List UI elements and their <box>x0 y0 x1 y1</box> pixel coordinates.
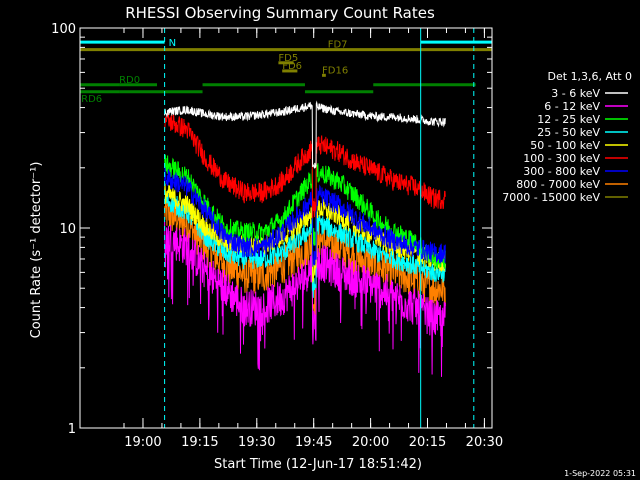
x-tick-label: 19:00 <box>124 435 161 450</box>
series-line <box>164 167 446 267</box>
state-line-label: RD6 <box>81 94 102 105</box>
legend-title: Det 1,3,6, Att 0 <box>548 70 632 83</box>
x-tick-label: 19:45 <box>295 435 332 450</box>
x-tick-label: 19:30 <box>238 435 275 450</box>
x-axis-label: Start Time (12-Jun-17 18:51:42) <box>214 457 422 472</box>
legend-label: 25 - 50 keV <box>537 126 600 139</box>
axes-frame <box>79 27 493 429</box>
x-tick-label: 20:30 <box>466 435 503 450</box>
y-tick-label: 10 <box>59 222 76 237</box>
state-line-label: FD5 <box>278 53 298 64</box>
x-tick-label: 20:15 <box>409 435 446 450</box>
legend-label: 800 - 7000 keV <box>516 178 600 191</box>
state-line-label: FD16 <box>322 65 348 76</box>
series-line <box>164 221 446 377</box>
series-line <box>164 183 446 284</box>
y-tick-label: 1 <box>68 422 76 437</box>
legend-label: 7000 - 15000 keV <box>502 191 600 204</box>
y-tick-label: 100 <box>51 22 76 37</box>
chart-title: RHESSI Observing Summary Count Rates <box>125 4 435 22</box>
x-tick-label: 19:15 <box>181 435 218 450</box>
axes: 1 10 100 19:00 19:15 19:30 19:45 20:00 20:15 20:3… <box>51 22 503 450</box>
series-line <box>164 100 446 169</box>
legend-label: 100 - 300 keV <box>523 152 600 165</box>
legend-label: 50 - 100 keV <box>530 139 600 152</box>
x-tick-label: 20:00 <box>352 435 389 450</box>
series-line <box>164 111 446 219</box>
timestamp: 1-Sep-2022 05:31 <box>564 469 636 478</box>
legend-label: 300 - 800 keV <box>523 165 600 178</box>
night-bar-label: N <box>169 38 176 49</box>
state-line-label: FD6 <box>282 61 302 72</box>
legend-label: 12 - 25 keV <box>537 113 600 126</box>
state-line-label: RD0 <box>119 75 140 86</box>
legend-label: 3 - 6 keV <box>551 87 600 100</box>
chart-title-group: RHESSI Observing Summary Count Rates <box>125 4 435 22</box>
y-axis-label: Count Rate (s⁻¹ detector⁻¹) <box>29 162 44 339</box>
state-line-label: FD7 <box>328 40 348 51</box>
legend-label: 6 - 12 keV <box>544 100 600 113</box>
